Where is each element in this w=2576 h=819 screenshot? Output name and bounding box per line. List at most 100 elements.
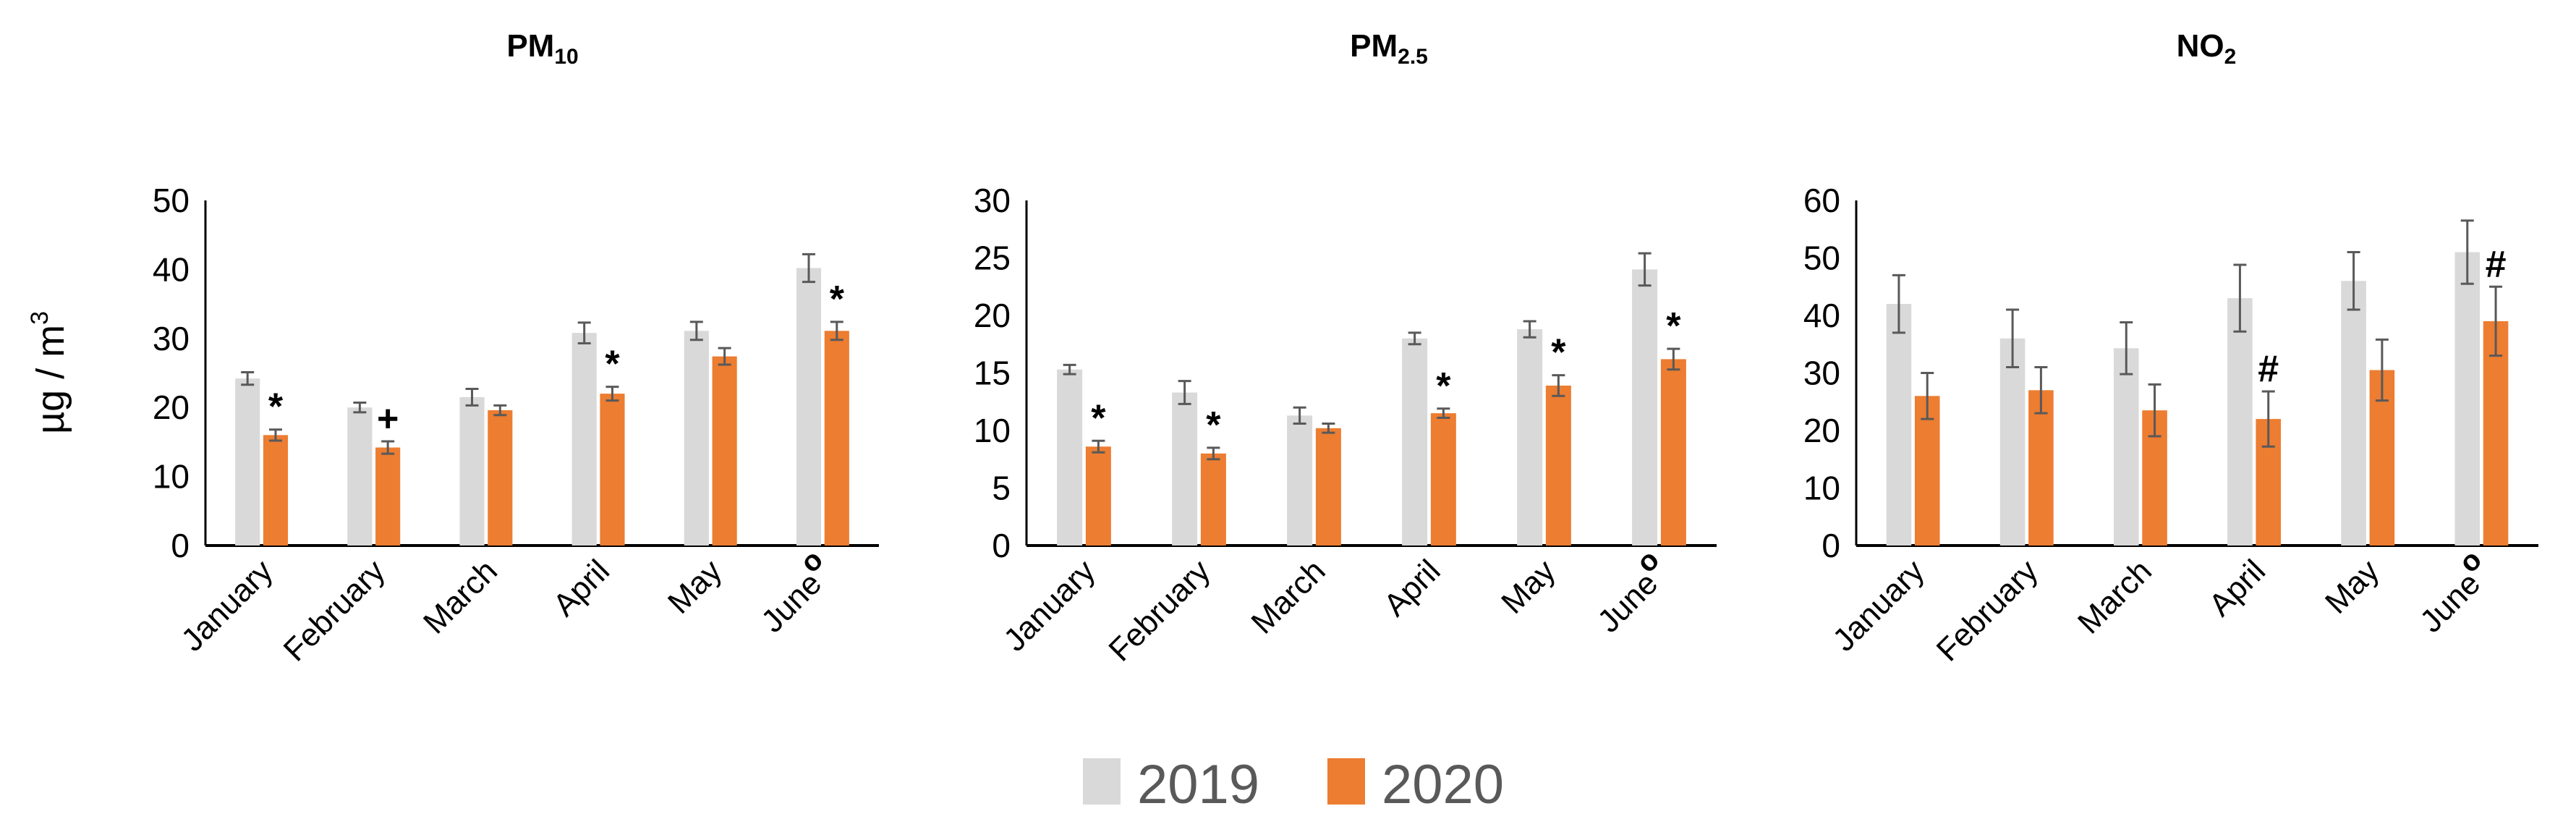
bar-2020: [1914, 396, 1940, 546]
bar-2019: [1886, 304, 1912, 546]
error-bar: [1892, 273, 1905, 334]
bar-2019: [1402, 338, 1428, 546]
bar-2020: [1315, 428, 1341, 546]
error-bar: [493, 404, 507, 417]
x-tick-label: March: [1244, 553, 1332, 640]
x-tick-label: Juneo: [2404, 544, 2499, 640]
error-bar: [1178, 380, 1191, 405]
y-tick-label: 30: [153, 320, 190, 357]
chart-0: PM10 0 10 20 30 40 50 * January + February March * Ap…: [153, 28, 879, 669]
error-bar: [802, 253, 816, 284]
significance-mark: *: [1206, 404, 1221, 446]
bar-2020: [2028, 390, 2054, 546]
error-bar: [1408, 331, 1421, 346]
bar-2019: [1632, 269, 1658, 546]
bar-2020: [1085, 446, 1111, 546]
y-tick-label: 10: [974, 412, 1011, 449]
error-bar: [1638, 252, 1652, 287]
x-tick-label: January: [1826, 553, 1931, 658]
error-bar: [2034, 366, 2048, 415]
x-tick-label: April: [546, 553, 616, 623]
bar-2019: [571, 333, 597, 546]
bar-2019: [2454, 252, 2481, 546]
bar-2019: [1172, 392, 1198, 546]
significance-mark: *: [605, 344, 620, 386]
error-bar: [268, 428, 282, 442]
legend-label-2019: 2019: [1137, 754, 1259, 815]
error-bar: [2375, 338, 2389, 402]
significance-mark: *: [1091, 397, 1106, 439]
x-tick-label: April: [2202, 553, 2272, 623]
y-axis-label: µg / m3: [26, 311, 72, 434]
bar-2019: [459, 396, 485, 546]
error-bar: [689, 321, 703, 341]
legend-swatch-2019: [1083, 758, 1121, 805]
legend: 2019 2020: [1083, 754, 1504, 815]
bar-2020: [1545, 385, 1571, 546]
x-tick-label: May: [2318, 553, 2386, 620]
error-bar: [1322, 422, 1335, 434]
error-bar: [2233, 263, 2247, 333]
y-tick-label: 30: [974, 182, 1011, 219]
chart-title: NO2: [2177, 28, 2237, 69]
error-bar: [2347, 251, 2360, 311]
error-bar: [1063, 363, 1076, 375]
x-tick-label: March: [417, 553, 504, 640]
y-tick-label: 40: [153, 250, 190, 288]
error-bar: [718, 347, 731, 366]
significance-mark: *: [1666, 305, 1681, 347]
significance-mark: +: [377, 398, 399, 440]
y-tick-label: 0: [171, 527, 190, 564]
x-tick-label: January: [997, 553, 1102, 658]
error-bar: [2120, 321, 2133, 375]
error-bar: [1092, 439, 1105, 454]
error-bar: [577, 321, 591, 344]
bar-2019: [796, 268, 822, 546]
x-tick-label: February: [277, 553, 392, 668]
x-tick-label: March: [2071, 553, 2159, 640]
error-bar: [353, 402, 367, 414]
bar-2019: [1057, 369, 1083, 546]
bar-2020: [375, 447, 401, 546]
significance-mark: *: [1436, 365, 1451, 407]
error-bar: [605, 386, 619, 402]
chart-title: PM2.5: [1350, 28, 1428, 69]
significance-mark: *: [268, 386, 284, 428]
bar-2020: [488, 410, 513, 546]
y-tick-label: 50: [153, 182, 190, 219]
y-tick-label: 25: [974, 239, 1011, 277]
x-tick-label: Juneo: [1581, 544, 1677, 640]
error-bar: [2460, 219, 2474, 285]
y-tick-label: 50: [1803, 239, 1840, 277]
bar-2019: [684, 331, 709, 546]
x-tick-label: Juneo: [745, 544, 841, 640]
significance-mark: #: [2258, 348, 2279, 390]
x-tick-label: April: [1377, 553, 1448, 623]
bar-2019: [1999, 338, 2025, 546]
significance-mark: *: [830, 279, 845, 321]
bar-2020: [712, 356, 737, 546]
error-bar: [381, 440, 395, 455]
error-bar: [1921, 372, 1934, 420]
error-bar: [2148, 383, 2161, 438]
chart-title: PM10: [506, 28, 578, 69]
error-bar: [2006, 308, 2020, 369]
y-tick-label: 10: [153, 458, 190, 496]
legend-swatch-2020: [1327, 758, 1365, 805]
bar-2020: [1200, 453, 1226, 546]
bar-2020: [824, 331, 849, 546]
y-tick-label: 30: [1803, 355, 1840, 392]
x-tick-label: February: [1102, 553, 1217, 668]
y-tick-label: 20: [153, 389, 190, 426]
bar-2019: [235, 378, 260, 546]
y-tick-label: 10: [1803, 470, 1840, 507]
y-tick-label: 0: [992, 527, 1011, 564]
x-tick-label: May: [661, 553, 728, 620]
bar-2020: [1660, 359, 1686, 546]
error-bar: [2261, 390, 2275, 448]
error-bar: [1523, 320, 1536, 339]
x-tick-label: February: [1930, 553, 2045, 668]
error-bar: [2489, 285, 2503, 357]
